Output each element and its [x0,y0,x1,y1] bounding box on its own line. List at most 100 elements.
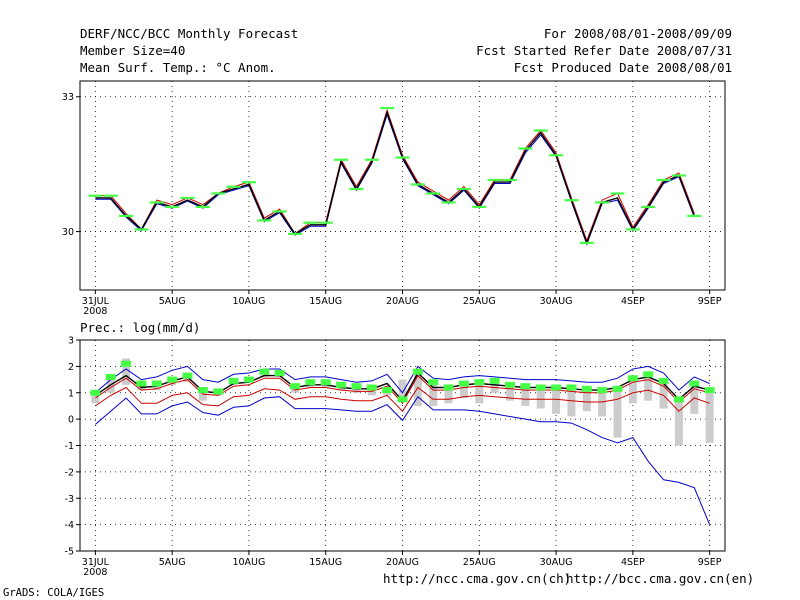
prec-y-tick-label: 1 [68,388,74,399]
prec-marker [382,387,393,394]
chart-title: DERF/NCC/BCC Monthly Forecast [80,26,299,41]
temp-series-ensemble-mean [95,110,695,245]
temp-x-tick-label: 15AUG [309,296,342,307]
prec-marker [243,376,254,383]
prec-marker [366,384,377,391]
prec-marker [90,389,101,396]
prec-marker [597,387,608,394]
prec-marker [320,379,331,386]
prec-marker [228,377,239,384]
prec-y-tick-label: -2 [65,467,74,478]
prec-y-tick-label: 0 [68,415,74,426]
prec-marker [167,376,178,383]
prec-y-tick-label: 3 [68,336,74,347]
temp-marker [119,214,134,218]
temp-marker [564,199,579,202]
prec-x-tick-label: 15AUG [309,557,342,568]
temp-marker [503,178,517,182]
temp-marker [441,201,456,204]
prec-range-bar [582,387,591,412]
prec-marker [520,383,531,390]
prec-marker [551,384,562,391]
prec-y-tick-label: 2 [68,362,74,373]
temp-marker [364,158,379,161]
prec-x-tick-label: 5AUG [159,557,186,568]
prec-marker [412,368,423,375]
temp-marker [472,205,487,209]
prec-marker [458,380,469,387]
prec-range-bar [429,380,438,406]
prec-range-bar [705,391,714,443]
temp-plot-frame [79,80,726,291]
temp-x-year-label: 2008 [83,306,107,317]
prec-y-tick-label: -5 [65,547,74,558]
temp-marker [103,194,118,197]
temp-marker [134,228,149,231]
temp-x-tick-label: 30AUG [540,296,573,307]
prec-marker [136,380,147,387]
prec-marker [704,387,715,394]
prec-y-tick-label: -3 [65,494,74,505]
temp-x-tick-label: 5AUG [159,296,186,307]
temp-marker [410,183,425,186]
prec-range-bar [459,383,468,399]
temp-marker [288,232,302,236]
prec-series-member-red [95,374,710,405]
temp-marker [656,178,671,182]
temp-marker [625,228,640,231]
prec-range-bar [413,371,422,406]
prec-x-tick-label: 25AUG [463,557,496,568]
prec-y-tick-label: -1 [65,441,74,452]
prec-range-bar [198,390,207,401]
prec-series-member-blue-lower [95,395,711,525]
temp-series-member-red [95,108,695,243]
prec-marker [535,384,546,391]
temp-marker [395,156,410,159]
prec-marker [105,373,116,380]
temp-marker [165,205,180,209]
prec-marker [489,377,500,384]
temp-x-tick-label: 25AUG [463,296,496,307]
precip-title: Prec.: log(mm/d) [80,320,201,335]
temp-marker [518,147,533,150]
ncc-url-link[interactable]: http://ncc.cma.gov.cn(ch) [383,571,572,586]
prec-marker [612,385,623,392]
prec-range-bar [122,358,131,385]
temp-x-tick-label: 31JUL [82,296,110,307]
prec-y-tick-label: -4 [65,520,74,531]
temp-marker [334,158,349,161]
prec-x-year-label: 2008 [83,567,107,578]
temp-marker [272,210,287,213]
forecast-period: For 2008/08/01-2008/09/09 [543,26,732,41]
prec-marker [305,379,316,386]
prec-marker [627,375,638,382]
prec-x-tick-label: 20AUG [386,557,419,568]
prec-range-bar [644,371,653,401]
temp-x-tick-label: 9SEP [698,296,722,307]
temp-marker [687,214,702,218]
produced-date: Fcst Produced Date 2008/08/01 [513,60,732,75]
temp-marker [226,185,241,188]
temp-y-tick-label: 30 [62,227,74,238]
prec-marker [351,383,362,390]
temp-marker [303,221,318,224]
prec-x-tick-label: 10AUG [232,557,265,568]
temp-marker [549,154,564,157]
temp-marker [149,201,164,204]
prec-range-bar [475,382,484,404]
bcc-url-link[interactable]: http://bcc.cma.gov.cn(en) [566,571,755,586]
prec-range-bar [674,398,683,446]
temp-marker [426,192,441,195]
prec-marker [689,380,700,387]
prec-marker [290,383,300,390]
temp-marker [533,129,548,132]
prec-x-tick-label: 30AUG [540,557,573,568]
temp-marker [180,196,195,200]
prec-range-bar [659,378,668,409]
prec-range-bar [690,380,699,414]
prec-range-bar [490,380,499,393]
prec-range-bar [506,383,514,401]
prec-marker [566,384,577,391]
variable-label: Mean Surf. Temp.: °C Anom. [80,60,276,75]
